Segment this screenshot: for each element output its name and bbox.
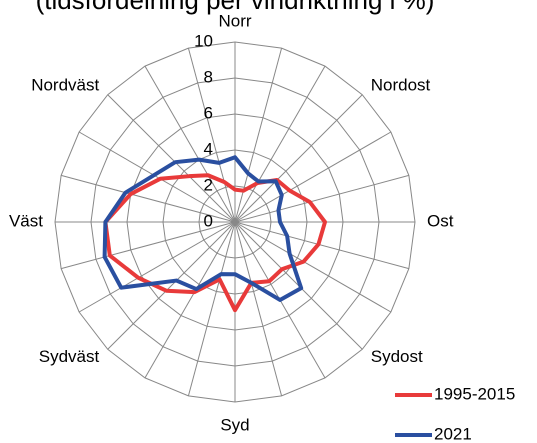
y-tick-label: 8 xyxy=(204,67,213,86)
category-label: Norr xyxy=(218,11,251,30)
category-label: Ost xyxy=(427,211,454,230)
spoke xyxy=(234,174,409,223)
spoke xyxy=(234,48,283,223)
series-line xyxy=(102,155,304,302)
y-tick-label: 0 xyxy=(204,211,213,230)
spoke xyxy=(234,131,392,223)
category-label: Sydväst xyxy=(39,347,100,366)
spoke xyxy=(234,65,326,223)
y-tick-label: 10 xyxy=(194,31,213,50)
spoke xyxy=(61,174,236,223)
category-label: Nordost xyxy=(371,76,431,95)
spoke xyxy=(107,221,236,350)
spoke xyxy=(144,65,236,223)
spoke xyxy=(107,94,236,223)
spoke xyxy=(78,221,236,313)
legend-label: 2021 xyxy=(434,424,472,443)
grid-ring xyxy=(126,113,344,331)
category-label: Nordväst xyxy=(31,76,99,95)
y-tick-label: 4 xyxy=(204,139,213,158)
grid-ring xyxy=(90,77,380,367)
spoke xyxy=(187,48,236,223)
spoke xyxy=(61,221,236,270)
y-tick-label: 6 xyxy=(204,103,213,122)
spoke xyxy=(187,221,236,396)
spoke xyxy=(234,221,409,270)
category-label: Väst xyxy=(9,211,43,230)
category-label: Sydost xyxy=(371,347,423,366)
spoke xyxy=(234,221,392,313)
grid-ring xyxy=(198,185,272,259)
spoke xyxy=(144,221,236,379)
series-line xyxy=(103,173,327,313)
y-tick-label: 2 xyxy=(204,175,213,194)
grid-ring xyxy=(162,149,308,295)
spoke xyxy=(234,94,363,223)
category-label: Syd xyxy=(220,415,249,434)
legend-label: 1995-2015 xyxy=(434,384,515,403)
chart-title: (tidsfördelning per vindriktning i %) xyxy=(36,0,435,15)
spoke xyxy=(234,221,283,396)
spoke xyxy=(78,131,236,223)
grid-ring xyxy=(54,41,416,403)
